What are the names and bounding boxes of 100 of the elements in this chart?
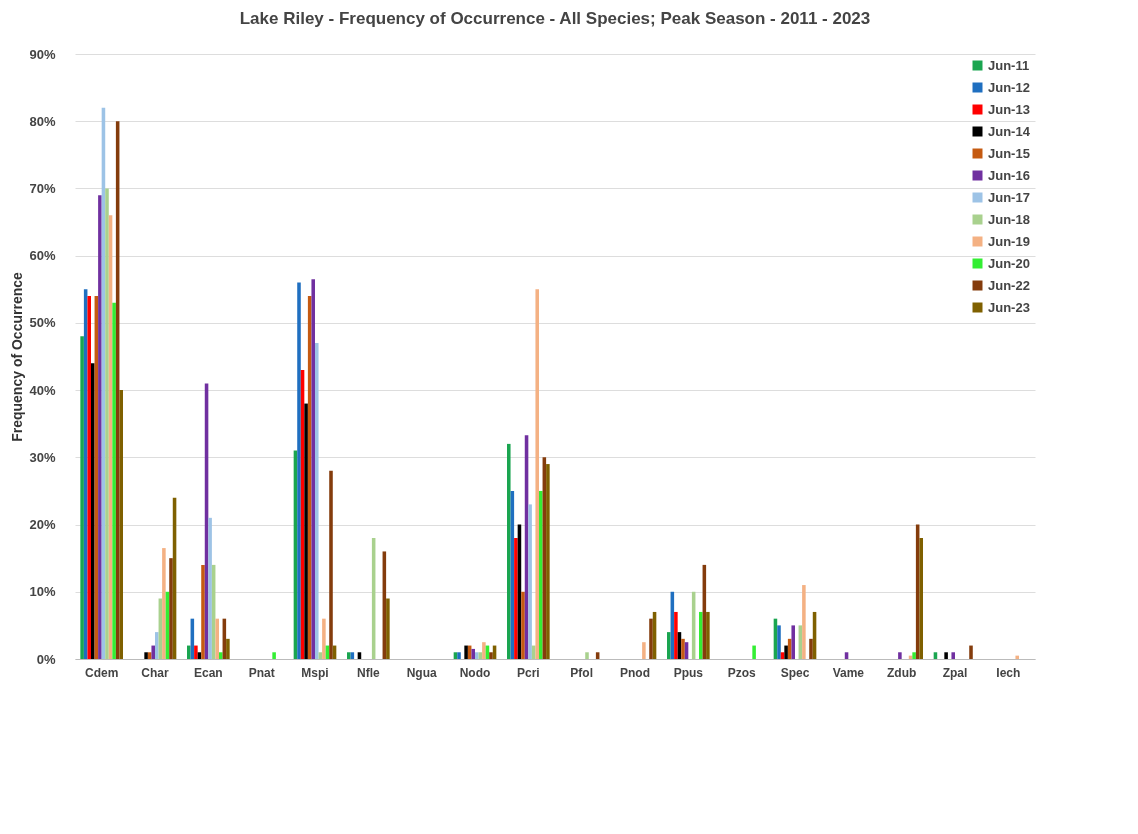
bar <box>169 558 173 659</box>
legend-label: Jun-23 <box>988 299 1030 315</box>
bar <box>155 632 159 659</box>
bar <box>194 645 198 659</box>
x-tick-label: Mspi <box>301 665 329 680</box>
x-tick-label: Ecan <box>193 665 223 680</box>
x-tick-label: Vame <box>832 665 865 680</box>
legend-label: Jun-11 <box>988 57 1030 73</box>
bar <box>151 645 155 659</box>
bar <box>706 611 710 659</box>
x-tick-label: Ppus <box>673 665 704 680</box>
bar <box>919 538 923 659</box>
bar <box>752 645 756 659</box>
bar <box>777 625 781 659</box>
bar <box>507 443 511 659</box>
bar <box>87 296 91 659</box>
y-tick-label: 10% <box>29 584 56 600</box>
x-tick-label: Char <box>141 665 169 680</box>
bar <box>912 652 916 659</box>
bar <box>681 638 685 659</box>
bar <box>272 652 276 659</box>
legend-label: Jun-14 <box>988 123 1031 139</box>
bar <box>144 652 148 659</box>
bar <box>528 504 532 659</box>
bar <box>105 188 109 659</box>
legend-label: Jun-16 <box>988 167 1030 183</box>
bar <box>162 548 166 659</box>
legend-label: Jun-22 <box>988 277 1030 293</box>
legend-label: Jun-17 <box>988 189 1030 205</box>
bar <box>208 517 212 659</box>
bar <box>699 611 703 659</box>
bar <box>489 652 493 659</box>
legend-label: Jun-20 <box>988 255 1030 271</box>
x-tick-label: Pzos <box>727 665 756 680</box>
bar <box>315 343 319 659</box>
bar <box>80 336 84 659</box>
legend-label: Jun-13 <box>988 101 1030 117</box>
x-tick-label: Pnod <box>620 665 650 680</box>
bar <box>514 538 518 659</box>
bar <box>386 598 390 659</box>
bar <box>898 652 902 659</box>
bar <box>311 279 315 659</box>
bar <box>642 642 646 659</box>
y-tick-label: 90% <box>29 46 56 62</box>
bar <box>969 645 973 659</box>
bar <box>464 645 468 659</box>
chart-title: Lake Riley - Frequency of Occurrence - All Species; Peak Season - 2011 - 2023 <box>239 9 871 28</box>
y-tick-label: 40% <box>29 382 56 398</box>
y-tick-label: 0% <box>36 651 56 667</box>
bar <box>784 645 788 659</box>
bar <box>674 611 678 659</box>
bar <box>475 652 479 659</box>
bar <box>201 564 205 659</box>
bar <box>535 289 539 659</box>
bar <box>187 645 191 659</box>
y-tick-label: 20% <box>29 517 56 533</box>
legend-label: Jun-19 <box>988 233 1030 249</box>
bar <box>802 585 806 659</box>
bar <box>809 638 813 659</box>
bar <box>791 625 795 659</box>
bar <box>457 652 461 659</box>
bar <box>1015 655 1019 659</box>
bar <box>219 652 223 659</box>
y-axis-title: Frequency of Occurrence <box>9 271 26 442</box>
x-tick-label: Pcri <box>516 665 540 680</box>
x-tick-label: Zpal <box>942 665 968 680</box>
legend-label: Jun-15 <box>988 145 1030 161</box>
x-tick-label: Pfol <box>570 665 593 680</box>
bar <box>951 652 955 659</box>
bar <box>482 642 486 659</box>
bar <box>329 470 333 659</box>
bar <box>667 632 671 659</box>
bar <box>297 282 301 659</box>
x-tick-label: Ngua <box>406 665 437 680</box>
x-tick-label: Cdem <box>84 665 119 680</box>
y-tick-label: 50% <box>29 315 56 331</box>
bar <box>98 195 102 659</box>
bar <box>471 648 475 659</box>
y-tick-label: 30% <box>29 449 56 465</box>
bar <box>215 618 219 659</box>
bar <box>521 591 525 659</box>
legend-label: Jun-12 <box>988 79 1030 95</box>
y-tick-label: 70% <box>29 180 56 196</box>
legend-label: Jun-18 <box>988 211 1030 227</box>
y-tick-label: 80% <box>29 113 56 129</box>
bar <box>539 490 543 659</box>
bar <box>546 464 550 659</box>
x-tick-label: Iech <box>996 665 1021 680</box>
bar <box>585 652 589 659</box>
bar <box>119 390 123 659</box>
x-tick-label: Zdub <box>887 665 917 680</box>
bar <box>944 652 948 659</box>
bar <box>91 363 95 659</box>
x-tick-label: Nfle <box>357 665 380 680</box>
bar <box>347 652 351 659</box>
bar <box>226 638 230 659</box>
bar <box>649 618 653 659</box>
bar <box>112 302 116 659</box>
bar <box>304 403 308 659</box>
x-tick-label: Pnat <box>248 665 275 680</box>
